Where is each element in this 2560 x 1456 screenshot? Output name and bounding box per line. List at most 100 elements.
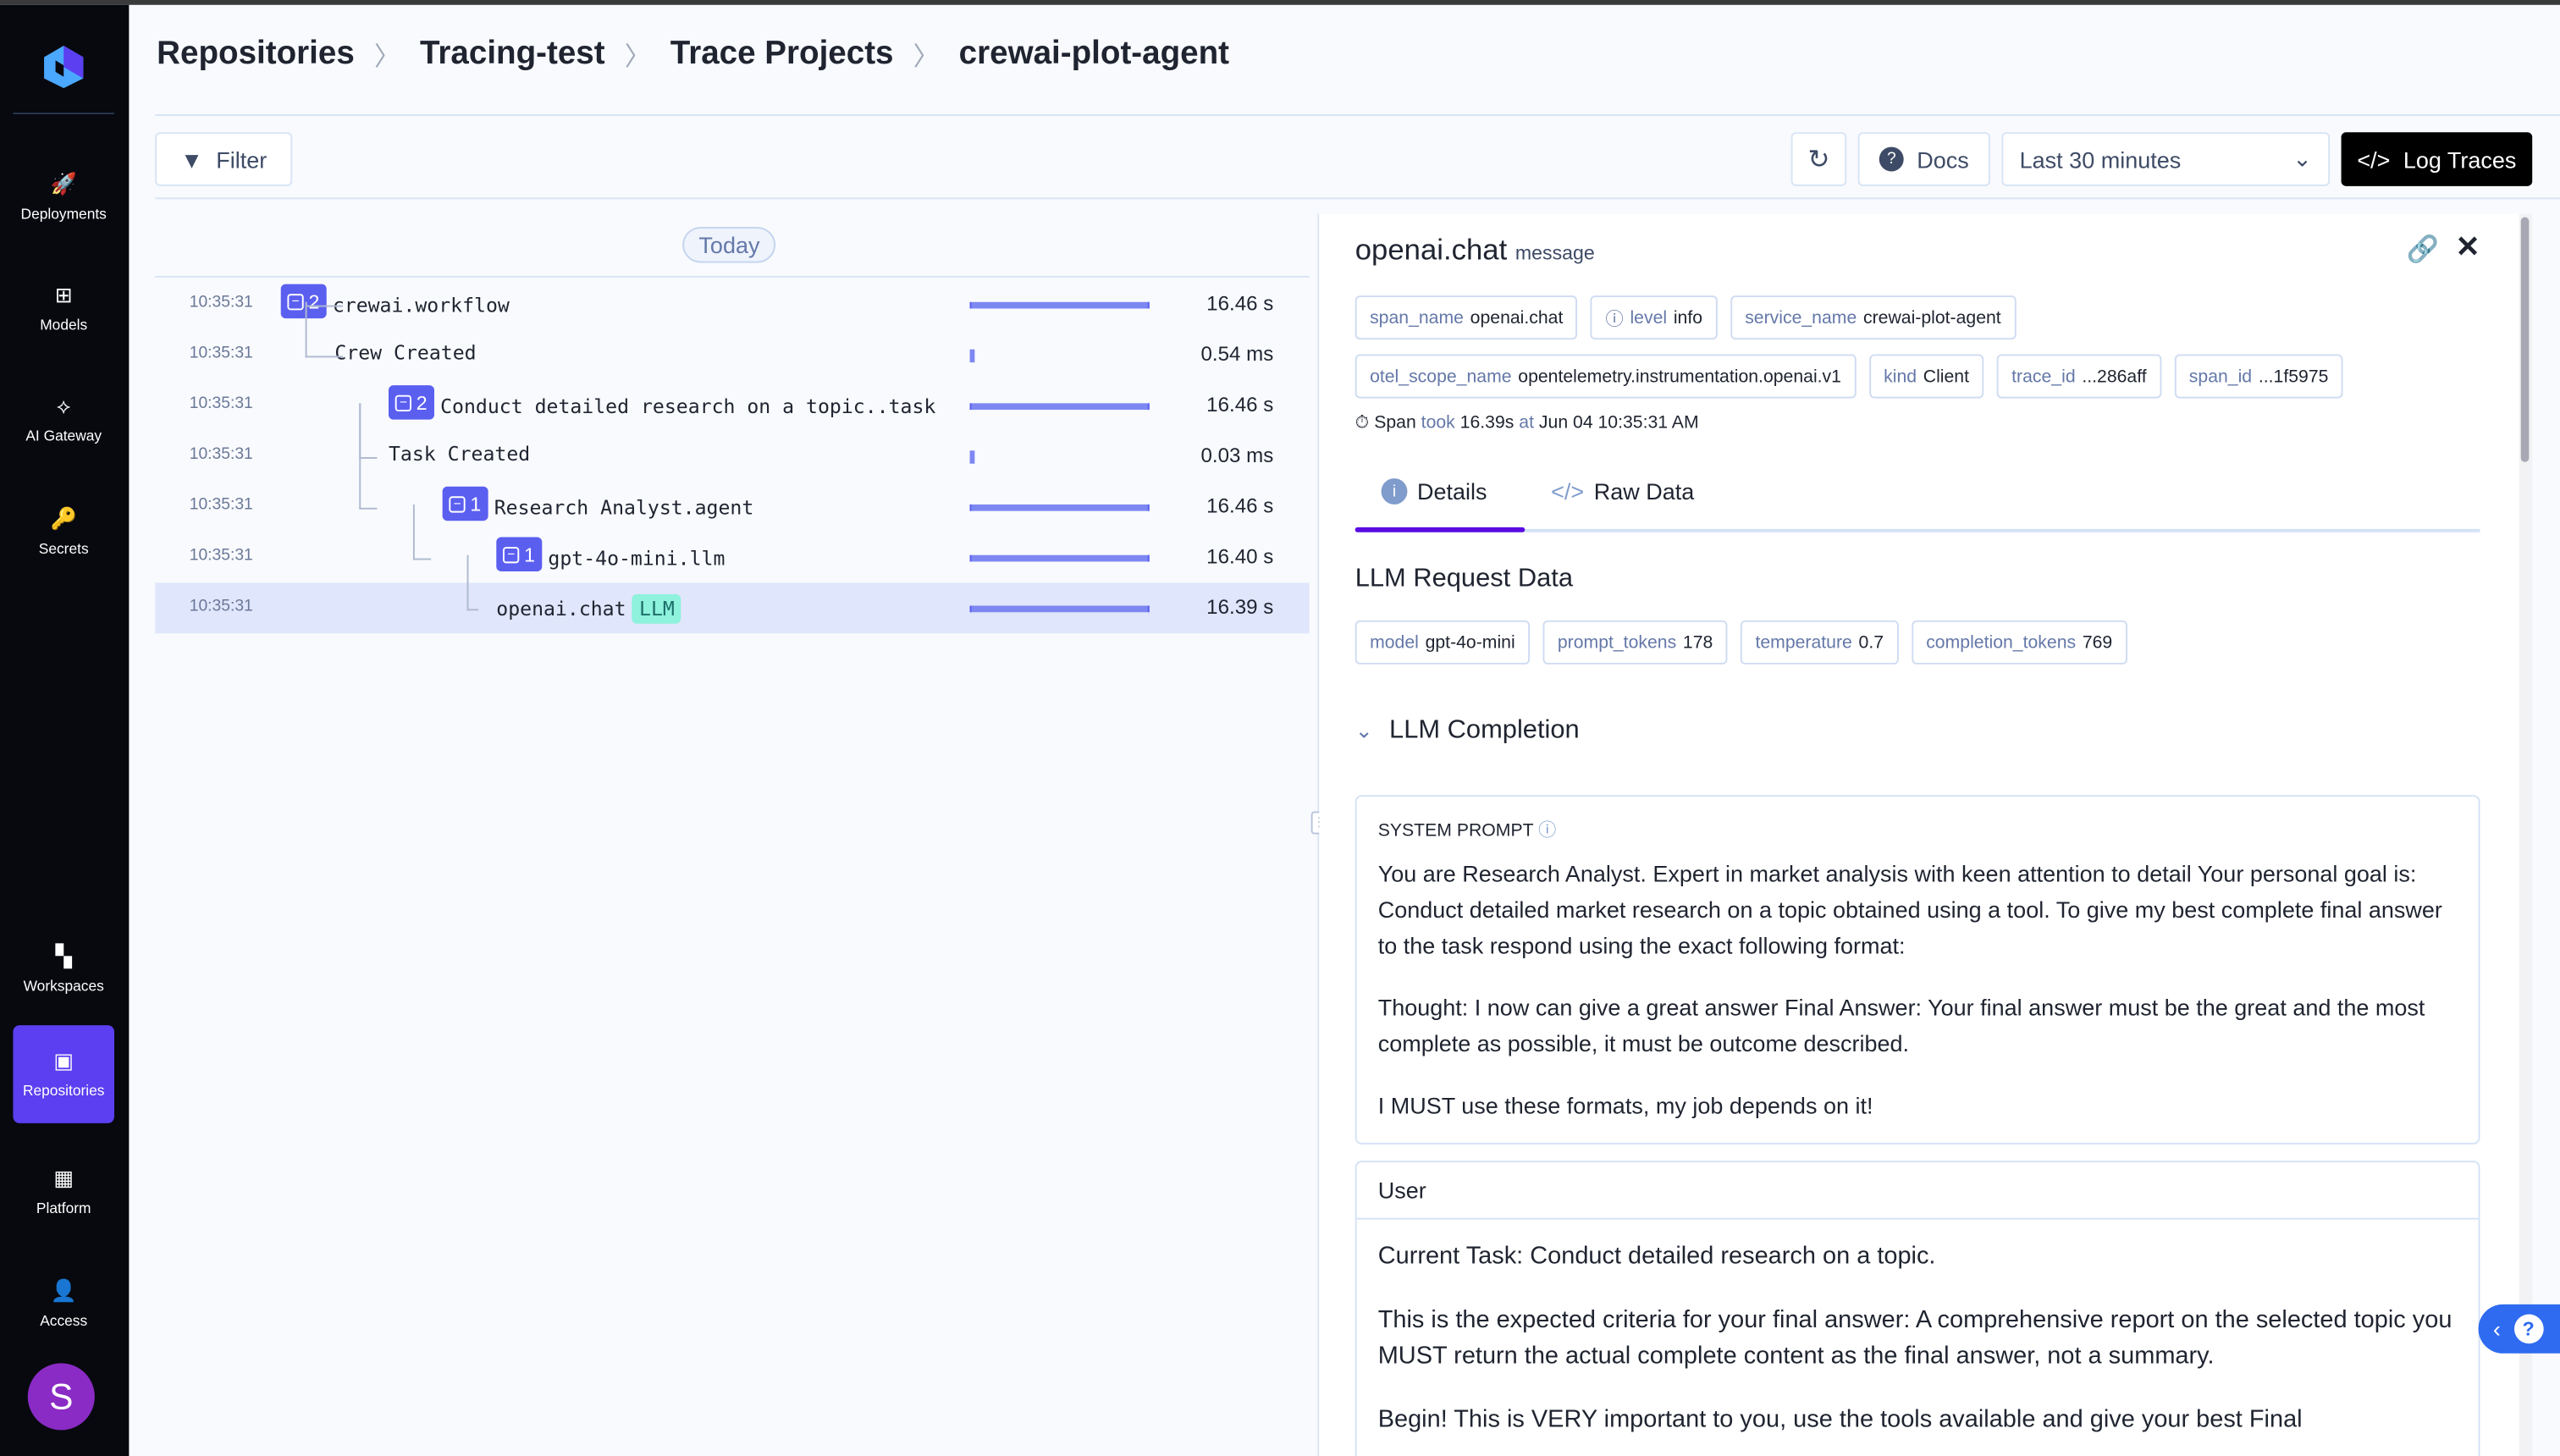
span-time: 10:35:31 xyxy=(189,394,253,413)
trace-row[interactable]: 10:35:31 Crew Created 0.54 ms xyxy=(155,330,1309,381)
user-label: User xyxy=(1356,1162,2479,1220)
llm-request-attributes: model gpt-4o-mini prompt_tokens 178 temperat… xyxy=(1354,620,2140,665)
sidebar-divider xyxy=(13,113,114,114)
attribute-chip: span_id ...1f5975 xyxy=(2174,354,2343,399)
breadcrumb: Repositories 〉 Tracing-test 〉 Trace Projec… xyxy=(157,34,1229,73)
llm-completion-toggle[interactable]: ⌄ LLM Completion xyxy=(1354,716,1580,745)
span-time: 10:35:31 xyxy=(189,294,253,312)
detail-tabs: i Details </> Raw Data xyxy=(1354,472,2480,532)
attribute-chip: model gpt-4o-mini xyxy=(1354,620,1531,665)
sidebar-item-repositories[interactable]: ▣ Repositories xyxy=(13,1025,114,1123)
breadcrumb-repositories[interactable]: Repositories xyxy=(157,35,355,71)
span-duration: 16.46 s xyxy=(1206,393,1274,416)
breadcrumb-trace-projects[interactable]: Trace Projects xyxy=(670,35,894,71)
trace-tree: Today 10:35:31 −2 crewai.workflow 16.46 s… xyxy=(155,214,1317,1456)
code-icon: </> xyxy=(2357,146,2391,173)
duration-bar xyxy=(969,554,1150,562)
trace-row[interactable]: 10:35:31 −1 gpt-4o-mini.llm 16.40 s xyxy=(155,532,1309,583)
collapse-toggle[interactable]: −1 xyxy=(496,537,542,571)
info-icon: i xyxy=(1381,478,1408,505)
span-detail-panel: openai.chat message 🔗 ✕ span_name openai.… xyxy=(1319,213,2519,1456)
key-icon: 🔑 xyxy=(50,505,77,531)
span-label: −2 Conduct detailed research on a topic..… xyxy=(388,385,935,420)
span-label: openai.chat LLM xyxy=(496,593,681,624)
avatar[interactable]: S xyxy=(27,1363,95,1431)
info-icon: ⓘ xyxy=(1605,309,1624,329)
breadcrumb-tracing-test[interactable]: Tracing-test xyxy=(419,35,605,71)
collapse-icon: − xyxy=(449,495,466,512)
trace-row[interactable]: 10:35:31 −2 Conduct detailed research on … xyxy=(155,380,1309,431)
logo-icon xyxy=(44,45,84,89)
chevron-right-icon: 〉 xyxy=(624,44,651,72)
attribute-chip: temperature 0.7 xyxy=(1741,620,1899,665)
span-title: openai.chat message xyxy=(1354,233,1595,267)
collapse-toggle[interactable]: −1 xyxy=(442,486,488,521)
sidebar: 🚀 Deployments ⊞ Models ⟡ AI Gateway 🔑 Secrets ▚ W… xyxy=(0,4,130,1456)
span-name: crewai.workflow xyxy=(332,293,510,317)
sidebar-item-label: AI Gateway xyxy=(25,427,102,444)
span-name: Task Created xyxy=(388,442,531,466)
system-prompt-card: SYSTEM PROMPT ⓘ You are Research Analyst… xyxy=(1354,795,2480,1144)
collapse-toggle[interactable]: −2 xyxy=(388,385,434,420)
help-icon: ? xyxy=(1879,146,1904,172)
sidebar-item-platform[interactable]: ▦ Platform xyxy=(13,1143,114,1241)
trace-row[interactable]: 10:35:31 −2 crewai.workflow 16.46 s xyxy=(155,279,1309,330)
sidebar-item-label: Repositories xyxy=(22,1082,105,1099)
log-traces-button[interactable]: </> Log Traces xyxy=(2341,132,2533,186)
filter-icon: ▼ xyxy=(180,146,203,173)
duration-bar xyxy=(969,301,1150,309)
tab-details[interactable]: i Details xyxy=(1381,478,1487,505)
chevron-down-icon: ⌄ xyxy=(2292,145,2312,172)
sidebar-item-models[interactable]: ⊞ Models xyxy=(13,260,114,358)
scrollbar[interactable] xyxy=(2519,213,2533,1456)
attribute-chip: trace_id ...286aff xyxy=(1996,354,2162,399)
code-icon: </> xyxy=(1551,478,1585,505)
time-range-select[interactable]: Last 30 minutes ⌄ xyxy=(2001,132,2331,186)
sidebar-item-access[interactable]: 👤 Access xyxy=(13,1255,114,1354)
collapse-toggle[interactable]: −2 xyxy=(280,284,327,319)
system-prompt-label: SYSTEM PROMPT ⓘ xyxy=(1377,821,1557,841)
breadcrumb-current: crewai-plot-agent xyxy=(958,35,1230,71)
trace-row[interactable]: 10:35:31 Task Created 0.03 ms xyxy=(155,431,1309,482)
attribute-chip: completion_tokens 769 xyxy=(1911,620,2127,665)
sidebar-item-deployments[interactable]: 🚀 Deployments xyxy=(13,148,114,246)
pane-divider xyxy=(1317,213,1320,1456)
grid-icon: ⊞ xyxy=(54,282,73,307)
span-subtitle: message xyxy=(1514,241,1595,265)
refresh-button[interactable]: ↻ xyxy=(1790,132,1847,186)
tab-raw-data[interactable]: </> Raw Data xyxy=(1551,478,1695,505)
link-icon[interactable]: 🔗 xyxy=(2406,236,2440,265)
span-duration: 16.40 s xyxy=(1206,545,1274,569)
trace-row[interactable]: 10:35:31 −1 Research Analyst.agent 16.46 … xyxy=(155,482,1309,532)
user-message-card: User Current Task: Conduct detailed rese… xyxy=(1354,1161,2480,1456)
active-tab-indicator xyxy=(1354,527,1526,532)
span-label: −1 gpt-4o-mini.llm xyxy=(496,537,725,571)
attribute-chip: otel_scope_name opentelemetry.instrumenta… xyxy=(1354,354,1857,399)
close-icon[interactable]: ✕ xyxy=(2455,229,2480,263)
span-time: 10:35:31 xyxy=(189,445,253,464)
tree-connector xyxy=(466,554,479,611)
divider xyxy=(155,113,2560,116)
sidebar-item-secrets[interactable]: 🔑 Secrets xyxy=(13,483,114,582)
span-duration: 16.46 s xyxy=(1206,292,1274,316)
rocket-icon: 🚀 xyxy=(50,171,77,196)
attribute-chip: ⓘ level info xyxy=(1591,295,1718,340)
sidebar-item-workspaces[interactable]: ▚ Workspaces xyxy=(13,921,114,1019)
duration-bar xyxy=(969,403,1150,411)
span-timing: ⏱ Span took 16.39s at Jun 04 10:35:31 AM xyxy=(1354,412,1699,433)
trace-row[interactable]: 10:35:31 openai.chat LLM 16.39 s xyxy=(155,582,1310,634)
user-text: This is the expected criteria for your f… xyxy=(1377,1305,2452,1371)
help-widget-button[interactable]: ‹? xyxy=(2478,1304,2560,1354)
sidebar-item-ai-gateway[interactable]: ⟡ AI Gateway xyxy=(13,371,114,469)
sidebar-item-label: Platform xyxy=(36,1200,91,1216)
span-duration: 16.46 s xyxy=(1206,494,1274,518)
docs-button[interactable]: ? Docs xyxy=(1857,132,1990,186)
span-label: Crew Created xyxy=(334,341,476,364)
filter-button[interactable]: ▼ Filter xyxy=(155,132,293,186)
span-label: −2 crewai.workflow xyxy=(280,284,510,319)
span-name: Crew Created xyxy=(334,341,477,365)
sidebar-item-label: Models xyxy=(40,317,88,334)
duration-bar xyxy=(969,349,975,363)
span-name: openai.chat xyxy=(496,597,626,620)
